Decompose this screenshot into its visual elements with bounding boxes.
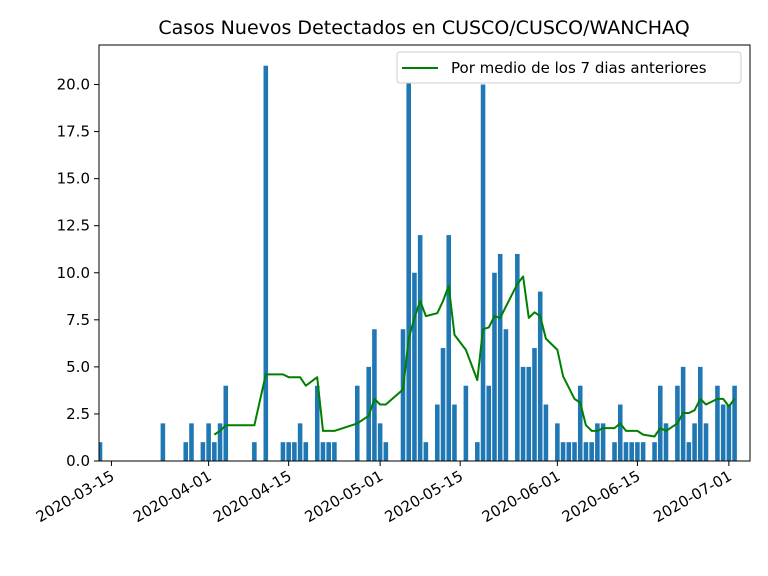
bar [572,442,577,461]
y-axis: 0.0 2.5 5.0 7.5 10.0 12.5 15.0 17.5 20.0 [57,76,99,470]
bar [320,442,326,461]
bar [280,442,286,461]
bar [526,366,532,461]
legend-box [396,51,742,84]
y-tick-label: 7.5 [66,311,90,329]
x-tick-label: 2020-05-01 [302,467,387,526]
bar [406,65,412,462]
bar [223,385,229,461]
bar [372,329,377,461]
bar [715,385,720,461]
bar [326,442,331,461]
bar [492,272,497,461]
bar [206,423,211,461]
bar [400,329,406,461]
bar [252,442,257,461]
bar [600,423,606,461]
bar [383,442,389,461]
plot-frame [98,44,751,462]
bar [303,442,309,461]
bar [640,442,646,461]
bar [189,423,194,461]
bar [200,442,206,461]
bar [629,442,634,461]
y-tick-label: 5.0 [66,358,90,376]
y-tick-label: 15.0 [57,170,90,188]
bar [297,423,303,461]
bar [555,423,560,461]
bar [652,442,657,461]
bar [520,366,526,461]
y-tick-label: 20.0 [57,76,90,94]
bar [623,442,629,461]
bar [635,442,640,461]
bar [440,348,446,461]
bar [577,385,583,461]
line-series-group [213,275,736,438]
chart-title: Casos Nuevos Detectados en CUSCO/CUSCO/W… [158,17,689,39]
bar [217,423,223,461]
bar [537,291,543,461]
bar [377,423,383,461]
bar [212,442,217,461]
bar [99,442,103,461]
bar [532,348,537,461]
x-tick-label: 2020-07-01 [650,467,735,526]
bars-group [99,65,737,462]
bar [543,404,549,461]
x-tick-label: 2020-05-15 [382,467,467,526]
bar [423,442,429,461]
bar [160,423,166,461]
bar [497,253,503,461]
bar [332,442,337,461]
x-tick-label: 2020-06-01 [479,467,564,526]
bar [480,84,486,461]
bar [463,385,469,461]
bar [435,404,440,461]
y-tick-label: 10.0 [57,264,90,282]
bar [566,442,572,461]
bar [452,404,457,461]
bar [560,442,566,461]
bar [732,385,737,461]
bar [314,385,320,461]
bar [686,442,692,461]
bar [286,442,291,461]
bar [595,423,600,461]
y-tick-label: 17.5 [57,123,90,141]
bar [612,442,617,461]
y-tick-label: 0.0 [66,452,90,470]
bar [263,65,269,462]
legend: Por medio de los 7 dias anteriores [396,51,742,84]
bar [183,442,189,461]
bar [663,423,669,461]
bar [486,385,492,461]
bar [617,404,623,461]
bar [292,442,297,461]
x-tick-label: 2020-04-01 [130,467,215,526]
y-tick-label: 2.5 [66,405,90,423]
bar [692,423,697,461]
bar [515,253,520,461]
bar [589,442,594,461]
x-tick-label: 2020-04-15 [210,467,295,526]
bar [720,404,726,461]
legend-entry-label: Por medio de los 7 dias anteriores [451,59,707,77]
bar [726,404,732,461]
bar [503,329,509,461]
bar [417,235,423,461]
moving-average-line [213,275,736,438]
bar [446,235,452,461]
y-tick-label: 12.5 [57,217,90,235]
bar [703,423,709,461]
bar [657,385,663,461]
bar [412,272,417,461]
bar [475,442,480,461]
x-tick-label: 2020-06-15 [559,467,644,526]
bar [583,442,589,461]
bar [697,366,703,461]
x-tick-label: 2020-03-15 [33,467,118,526]
